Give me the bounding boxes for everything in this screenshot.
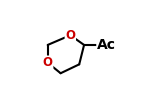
Text: Ac: Ac — [97, 38, 116, 52]
Text: O: O — [65, 29, 75, 42]
Text: O: O — [43, 56, 53, 69]
